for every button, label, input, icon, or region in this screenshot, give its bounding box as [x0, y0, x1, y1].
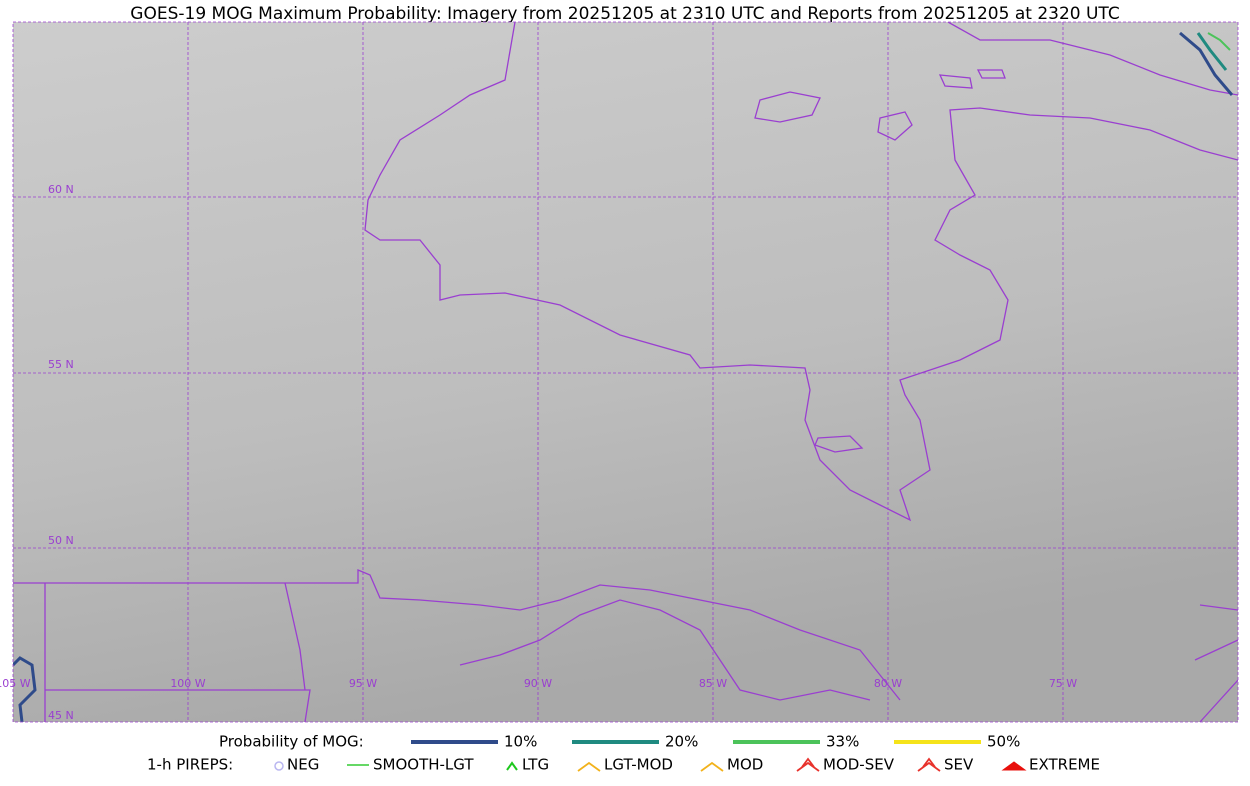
legend-item: 50% [987, 733, 1020, 751]
lat-label: 50 N [48, 534, 74, 547]
east-coast [1194, 604, 1238, 722]
probability-contour [1207, 32, 1231, 51]
state-line [44, 582, 311, 722]
island [877, 111, 913, 141]
island [754, 91, 821, 123]
probability-contour [1196, 32, 1228, 71]
legend-item: 20% [665, 733, 698, 751]
legend-item: EXTREME [1029, 756, 1100, 774]
lon-label: 95 W [349, 677, 377, 690]
title: GOES-19 MOG Maximum Probability: Imagery… [130, 4, 1119, 24]
great-lakes [459, 599, 871, 701]
legend-item: 33% [826, 733, 859, 751]
island [976, 69, 1006, 79]
legend-symbol [700, 761, 724, 772]
map [13, 22, 1238, 722]
legend-item: 10% [504, 733, 537, 751]
probability-contour [1179, 31, 1234, 96]
legend-symbol [917, 757, 941, 772]
north-coast [947, 22, 1238, 96]
lat-label: 55 N [48, 358, 74, 371]
legend-symbol [274, 761, 284, 771]
legend-item: SMOOTH-LGT [373, 756, 474, 774]
lon-label: 80 W [874, 677, 902, 690]
satellite-imagery [13, 22, 1238, 722]
island [814, 435, 864, 453]
border [13, 569, 901, 701]
lon-label: 90 W [524, 677, 552, 690]
lat-label: 60 N [48, 183, 74, 196]
lon-label: 105 W [0, 677, 31, 690]
legend-symbol [796, 757, 820, 772]
legend-item: LTG [522, 756, 549, 774]
legend-label: 1-h PIREPS: [147, 756, 233, 774]
island [938, 74, 973, 89]
legend-label: Probability of MOG: [219, 733, 364, 751]
legend-item: LGT-MOD [604, 756, 673, 774]
lon-label: 75 W [1049, 677, 1077, 690]
probability-contour [13, 656, 37, 722]
legend-item: MOD-SEV [823, 756, 895, 774]
legend-symbol [577, 761, 601, 772]
legend-symbol [1001, 761, 1027, 771]
map-frame [12, 21, 1239, 723]
lon-label: 85 W [699, 677, 727, 690]
lon-label: 100 W [170, 677, 205, 690]
legend-item: SEV [944, 756, 974, 774]
legend-item: MOD [727, 756, 763, 774]
legend-item: NEG [287, 756, 319, 774]
lat-label: 45 N [48, 709, 74, 722]
legend-symbol [506, 761, 518, 771]
hudson-bay-coast [364, 22, 1238, 522]
